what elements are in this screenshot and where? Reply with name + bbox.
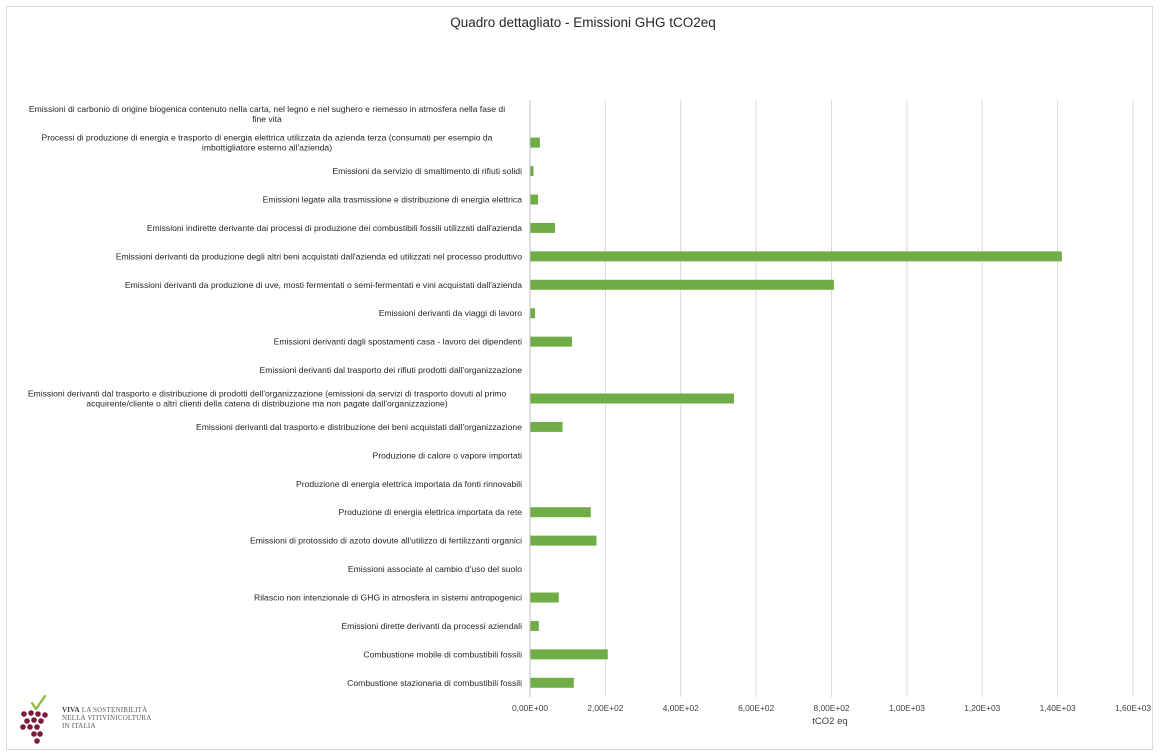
category-label-line: Produzione di calore o vapore importati	[372, 450, 522, 460]
x-axis-title: tCO2 eq	[812, 716, 847, 727]
x-tick-label: 1,40E+03	[1040, 703, 1076, 713]
viva-logo: VIVA LA SOSTENIBILITÀ NELLA VITIVINICOLT…	[18, 694, 178, 746]
logo-line2: NELLA VITIVINICOLTURA	[62, 714, 152, 722]
category-label-line: Emissioni derivanti dal trasporto e dist…	[196, 422, 522, 432]
grape-dot	[37, 731, 43, 737]
bar	[530, 421, 563, 432]
bar	[530, 222, 555, 233]
chart-title: Quadro dettagliato - Emissioni GHG tCO2e…	[450, 15, 716, 30]
bar	[530, 336, 572, 347]
bar	[530, 279, 834, 290]
category-label: Processi di produzione di energia e tras…	[42, 133, 493, 153]
category-label-line: Processi di produzione di energia e tras…	[42, 133, 493, 143]
category-label-line: Emissioni derivanti da produzione degli …	[116, 251, 522, 261]
category-label: Emissioni derivanti dal trasporto e dist…	[196, 422, 522, 432]
grape-dot	[24, 718, 30, 724]
grape-dot	[34, 724, 40, 730]
category-label-line: Emissioni derivanti dagli spostamenti ca…	[274, 337, 522, 347]
bar	[530, 194, 539, 205]
category-label-line: Emissioni di carbonio di origine biogeni…	[29, 104, 505, 114]
category-label: Emissioni legate alla trasmissione e dis…	[263, 195, 523, 205]
category-label: Emissioni derivanti dal trasporto e dist…	[28, 389, 507, 409]
x-tick-labels: 0,00E+00 2,00E+02 4,00E+02 6,00E+02 8,00E+02…	[512, 703, 1151, 713]
grape-dot	[27, 724, 33, 730]
category-label: Emissioni dirette derivanti da processi …	[341, 621, 522, 631]
category-label-line: Produzione di energia elettrica importat…	[296, 479, 522, 489]
category-label: Emissioni indirette derivante dai proces…	[147, 223, 522, 233]
bars	[530, 137, 1062, 688]
category-label-line: Emissioni legate alla trasmissione e dis…	[263, 195, 523, 205]
x-tick-label: 0,00E+00	[512, 703, 548, 713]
grape-dot	[34, 738, 40, 744]
category-label: Produzione di calore o vapore importati	[372, 450, 522, 460]
grid-lines	[529, 100, 1134, 697]
bar	[530, 535, 597, 546]
category-label-line: Emissioni dirette derivanti da processi …	[341, 621, 522, 631]
category-label: Emissioni derivanti da produzione di uve…	[125, 280, 522, 290]
x-tick-label: 6,00E+02	[738, 703, 774, 713]
logo-line1: LA SOSTENIBILITÀ	[81, 706, 148, 714]
bar	[530, 308, 536, 319]
x-tick-label: 2,00E+02	[587, 703, 623, 713]
grape-dot	[35, 711, 41, 717]
category-label: Emissioni derivanti dagli spostamenti ca…	[274, 337, 522, 347]
category-label: Rilascio non intenzionale di GHG in atmo…	[254, 593, 522, 603]
grape-dot	[21, 711, 27, 717]
category-label-line: Combustione stazionaria di combustibili …	[347, 678, 522, 688]
category-label-line: fine vita	[252, 114, 282, 124]
grape-dot	[28, 710, 34, 716]
x-tick-label: 1,20E+03	[964, 703, 1000, 713]
category-label-line: Emissioni indirette derivante dai proces…	[147, 223, 522, 233]
category-label-line: acquirente/cliente o altri clienti della…	[86, 399, 448, 409]
category-label-line: Emissioni derivanti da viaggi di lavoro	[379, 308, 523, 318]
category-label: Emissioni da servizio di smaltimento di …	[332, 166, 522, 176]
x-tick-label: 1,60E+03	[1115, 703, 1151, 713]
bar	[530, 137, 540, 148]
grape-dot	[31, 731, 37, 737]
bar	[530, 251, 1062, 262]
category-label-line: Emissioni derivanti dal trasporto dei ri…	[260, 365, 523, 375]
category-label: Emissioni derivanti dal trasporto dei ri…	[260, 365, 523, 375]
category-label: Produzione di energia elettrica importat…	[296, 479, 522, 489]
x-tick-label: 8,00E+02	[813, 703, 849, 713]
logo-text: VIVA LA SOSTENIBILITÀ NELLA VITIVINICOLT…	[62, 706, 152, 730]
bar	[530, 507, 591, 518]
grape-dot	[38, 718, 44, 724]
category-label: Combustione mobile di combustibili fossi…	[363, 649, 522, 659]
grape-dot	[42, 712, 48, 718]
category-label-line: Rilascio non intenzionale di GHG in atmo…	[254, 593, 522, 603]
category-label: Combustione stazionaria di combustibili …	[347, 678, 522, 688]
category-label: Produzione di energia elettrica importat…	[339, 507, 523, 517]
grape-dot	[20, 724, 26, 730]
bar	[530, 677, 574, 688]
category-label: Emissioni associate al cambio d'uso del …	[348, 564, 522, 574]
category-label-line: Combustione mobile di combustibili fossi…	[363, 649, 522, 659]
category-label: Emissioni derivanti da viaggi di lavoro	[379, 308, 523, 318]
bar	[530, 166, 534, 177]
category-label-line: Emissioni associate al cambio d'uso del …	[348, 564, 522, 574]
category-label: Emissioni derivanti da produzione degli …	[116, 251, 522, 261]
category-label-line: Emissioni da servizio di smaltimento di …	[332, 166, 522, 176]
logo-brand: VIVA	[62, 706, 80, 714]
category-label-line: Produzione di energia elettrica importat…	[339, 507, 523, 517]
category-label: Emissioni di carbonio di origine biogeni…	[29, 104, 505, 124]
category-labels: Emissioni di carbonio di origine biogeni…	[28, 104, 522, 688]
bar	[530, 592, 559, 603]
chart-frame	[6, 6, 1153, 750]
x-tick-label: 1,00E+03	[889, 703, 925, 713]
logo-line3: IN ITALIA	[62, 722, 96, 730]
bar	[530, 620, 539, 631]
bar	[530, 649, 608, 660]
category-label-line: Emissioni derivanti da produzione di uve…	[125, 280, 522, 290]
category-label-line: imbottigliatore esterno all'azienda)	[202, 143, 332, 153]
grape-dot	[31, 717, 37, 723]
grape-logo-icon	[20, 694, 48, 744]
category-label: Emissioni di protossido di azoto dovute …	[250, 536, 522, 546]
x-tick-label: 4,00E+02	[663, 703, 699, 713]
category-label-line: Emissioni derivanti dal trasporto e dist…	[28, 389, 507, 399]
category-label-line: Emissioni di protossido di azoto dovute …	[250, 536, 522, 546]
bar	[530, 393, 735, 404]
